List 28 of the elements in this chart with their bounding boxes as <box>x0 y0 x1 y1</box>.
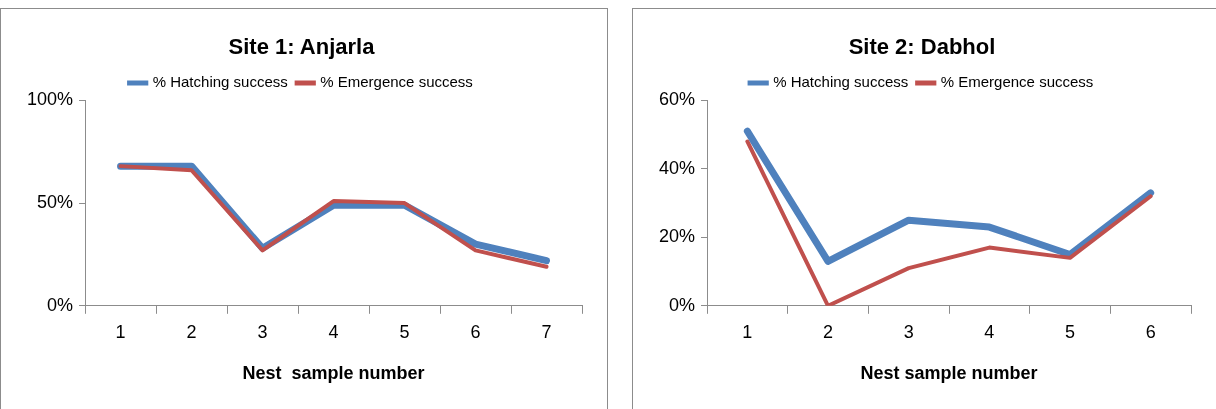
x-axis-title: Nest sample number <box>860 363 1038 384</box>
chart-title: Site 1: Anjarla <box>228 34 376 60</box>
legend-label: % Emergence success <box>320 73 473 91</box>
y-tick-label: 60% <box>659 89 696 110</box>
legend-label: % Hatching success <box>773 73 909 91</box>
x-tick-label: 1 <box>115 321 126 342</box>
y-tick-label: 100% <box>26 89 74 110</box>
legend-label: % Hatching success <box>152 73 288 91</box>
x-tick-label: 3 <box>903 321 914 342</box>
chart-title: Site 2: Dabhol <box>848 34 996 60</box>
x-tick-label: 1 <box>742 321 753 342</box>
y-tick-label: 50% <box>37 192 74 213</box>
x-axis-title: Nest sample number <box>242 363 425 384</box>
x-tick-label: 6 <box>470 321 481 342</box>
y-tick-label: 20% <box>659 226 696 247</box>
x-tick-label: 5 <box>399 321 410 342</box>
y-tick-label: 40% <box>659 157 696 178</box>
x-tick-label: 2 <box>186 321 197 342</box>
y-tick-label: 0% <box>669 294 696 315</box>
y-tick-label: 0% <box>47 294 74 315</box>
x-tick-label: 4 <box>328 321 339 342</box>
legend-label: % Emergence success <box>940 73 1094 91</box>
x-tick-label: 4 <box>984 321 995 342</box>
x-tick-label: 6 <box>1145 321 1156 342</box>
x-tick-label: 2 <box>823 321 834 342</box>
x-tick-label: 5 <box>1065 321 1076 342</box>
x-tick-label: 3 <box>257 321 268 342</box>
x-tick-label: 7 <box>541 321 552 342</box>
